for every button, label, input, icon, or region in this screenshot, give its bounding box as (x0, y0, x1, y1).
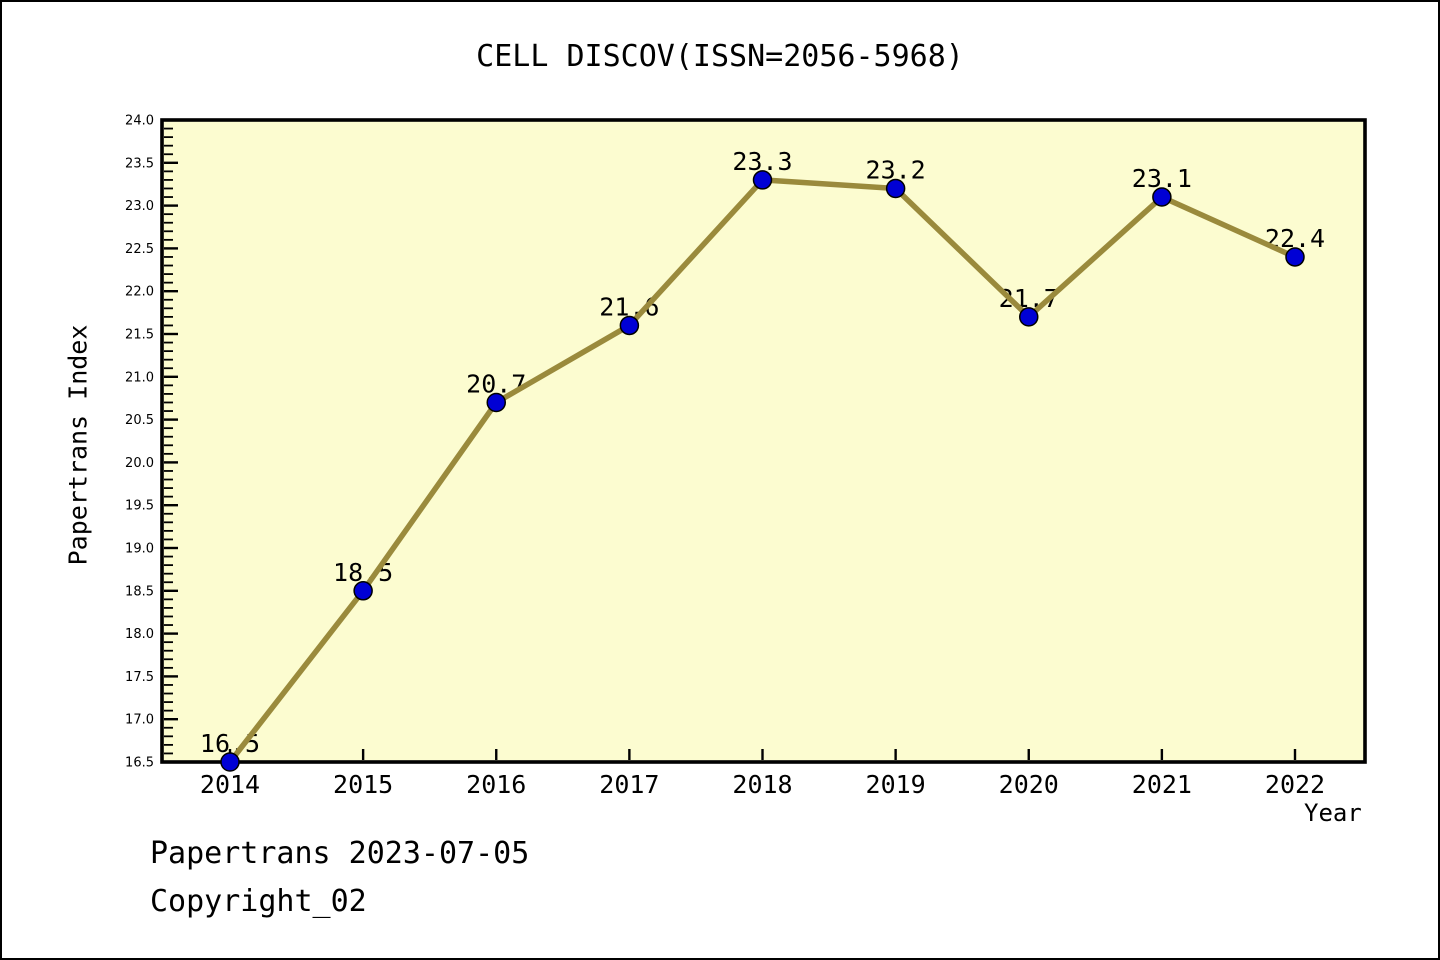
data-point (619, 315, 640, 336)
x-tick-label: 2017 (599, 770, 659, 799)
chart-title: CELL DISCOV(ISSN=2056-5968) (476, 39, 964, 74)
x-tick-label: 2020 (999, 770, 1059, 799)
y-tick-label: 22.0 (125, 285, 154, 300)
plot-background (162, 120, 1365, 762)
y-tick-label: 20.5 (125, 413, 154, 428)
data-point (220, 752, 240, 772)
x-tick-label: 2018 (732, 770, 792, 799)
data-point (1019, 307, 1039, 327)
watermark-source-date: Papertrans 2023-07-05 (150, 836, 530, 871)
y-tick-label: 22.5 (125, 242, 154, 257)
y-tick-label: 19.5 (125, 499, 154, 514)
y-tick-label: 23.0 (125, 199, 154, 214)
x-tick-label: 2016 (466, 770, 526, 799)
y-tick-label: 17.5 (125, 670, 154, 685)
watermark-copyright: Copyright_02 (150, 884, 367, 919)
data-point (885, 178, 906, 199)
y-tick-label: 18.5 (125, 584, 154, 599)
data-point (486, 392, 506, 413)
y-tick-label: 17.0 (125, 713, 154, 728)
y-tick-label: 18.0 (125, 627, 154, 642)
x-tick-label: 2015 (333, 770, 393, 799)
y-tick-label: 16.5 (125, 756, 154, 771)
y-tick-label: 21.0 (125, 370, 154, 385)
y-tick-label: 20.0 (125, 456, 154, 471)
x-tick-label: 2022 (1265, 770, 1325, 799)
x-tick-label: 2019 (866, 770, 926, 799)
x-tick-label: 2021 (1132, 770, 1192, 799)
data-point (752, 170, 773, 190)
x-tick-label: 2014 (200, 770, 260, 799)
y-tick-label: 23.5 (125, 156, 154, 171)
data-point (1285, 247, 1305, 267)
x-axis-label: Year (1304, 799, 1362, 827)
y-tick-label: 21.5 (125, 328, 154, 343)
plot-frame (160, 118, 1367, 764)
data-point (1152, 187, 1172, 207)
y-tick-label: 19.0 (125, 542, 154, 557)
y-tick-label: 24.0 (125, 114, 154, 129)
data-point (353, 581, 373, 601)
